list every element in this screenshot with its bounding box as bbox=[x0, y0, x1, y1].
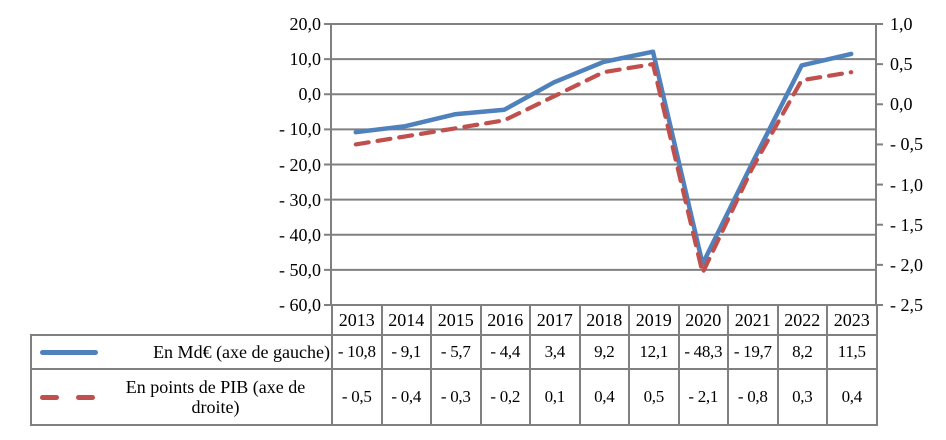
value-cell: - 0,5 bbox=[331, 368, 383, 426]
year-header-cell: 2021 bbox=[727, 304, 779, 336]
value-cell: 3,4 bbox=[529, 334, 581, 370]
year-header-cell: 2014 bbox=[380, 304, 432, 336]
value-cell: 11,5 bbox=[826, 334, 878, 370]
value-cell: 0,5 bbox=[628, 368, 680, 426]
left-axis-tick-label: - 60,0 bbox=[279, 295, 321, 315]
value-cell: - 2,1 bbox=[677, 368, 729, 426]
legend-cell-1: En points de PIB (axe de droite) bbox=[30, 368, 333, 426]
value-cell: 0,4 bbox=[826, 368, 878, 426]
left-axis-tick-label: 10,0 bbox=[289, 49, 322, 70]
year-header-cell: 2015 bbox=[430, 304, 482, 336]
legend-entry: En points de PIB (axe de droite) bbox=[33, 376, 330, 417]
right-axis-tick-label: - 2,5 bbox=[890, 295, 923, 315]
series-line-0 bbox=[353, 49, 854, 267]
table-corner-blank bbox=[31, 305, 332, 335]
year-header-cell: 2017 bbox=[529, 304, 581, 336]
year-header-cell: 2016 bbox=[479, 304, 531, 336]
right-axis-tick-label: 0,0 bbox=[890, 94, 913, 115]
value-cell: - 0,3 bbox=[430, 368, 482, 426]
value-cell: 12,1 bbox=[628, 334, 680, 370]
legend-key-dash-icon bbox=[40, 394, 59, 400]
left-axis-tick-label: - 30,0 bbox=[279, 189, 321, 210]
year-header-cell: 2018 bbox=[578, 304, 630, 336]
value-cell: - 19,7 bbox=[727, 334, 779, 370]
left-axis-tick-label: - 20,0 bbox=[279, 154, 321, 175]
value-cell: - 0,2 bbox=[479, 368, 531, 426]
right-axis-tick-label: - 0,5 bbox=[890, 134, 923, 155]
right-axis-tick-label: - 2,0 bbox=[890, 254, 923, 275]
left-axis-tick-label: 20,0 bbox=[289, 14, 322, 34]
value-cell: - 0,8 bbox=[727, 368, 779, 426]
right-axis-tick-label: - 1,0 bbox=[890, 174, 923, 195]
value-cell: - 10,8 bbox=[331, 334, 383, 370]
year-header-cell: 2019 bbox=[628, 304, 680, 336]
value-cell: - 0,4 bbox=[380, 368, 432, 426]
value-cell: - 4,4 bbox=[479, 334, 531, 370]
left-axis-tick-label: - 40,0 bbox=[279, 224, 321, 245]
value-cell: - 9,1 bbox=[380, 334, 432, 370]
value-cell: 0,3 bbox=[776, 368, 828, 426]
value-cell: - 5,7 bbox=[430, 334, 482, 370]
left-axis-tick-label: - 10,0 bbox=[279, 119, 321, 140]
value-cell: - 48,3 bbox=[677, 334, 729, 370]
value-cell: 9,2 bbox=[578, 334, 630, 370]
legend-key-dash-icon bbox=[76, 394, 95, 400]
value-cell: 8,2 bbox=[776, 334, 828, 370]
left-axis-tick-label: - 50,0 bbox=[279, 259, 321, 280]
year-header-cell: 2020 bbox=[677, 304, 729, 336]
legend-label: En Md€ (axe de gauche) bbox=[153, 341, 330, 362]
right-axis-tick-label: - 1,5 bbox=[890, 214, 923, 235]
year-header-cell: 2023 bbox=[826, 304, 878, 336]
legend-cell-0: En Md€ (axe de gauche) bbox=[30, 334, 333, 370]
legend-entry: En Md€ (axe de gauche) bbox=[33, 341, 330, 362]
data-table: 2013 2014 2015 2016 2017 2018 2019 2020 2021 2022… bbox=[30, 304, 878, 426]
right-axis-tick-label: 1,0 bbox=[890, 14, 913, 34]
value-cell: 0,4 bbox=[578, 368, 630, 426]
series-line-1 bbox=[353, 61, 854, 275]
legend-key-solid-line-icon bbox=[40, 349, 98, 355]
year-header-cell: 2022 bbox=[776, 304, 828, 336]
value-cell: 0,1 bbox=[529, 368, 581, 426]
year-header-cell: 2013 bbox=[331, 304, 383, 336]
legend-label: En points de PIB (axe de droite) bbox=[125, 376, 306, 417]
left-axis-tick-label: 0,0 bbox=[298, 84, 322, 105]
right-axis-tick-label: 0,5 bbox=[890, 54, 913, 75]
